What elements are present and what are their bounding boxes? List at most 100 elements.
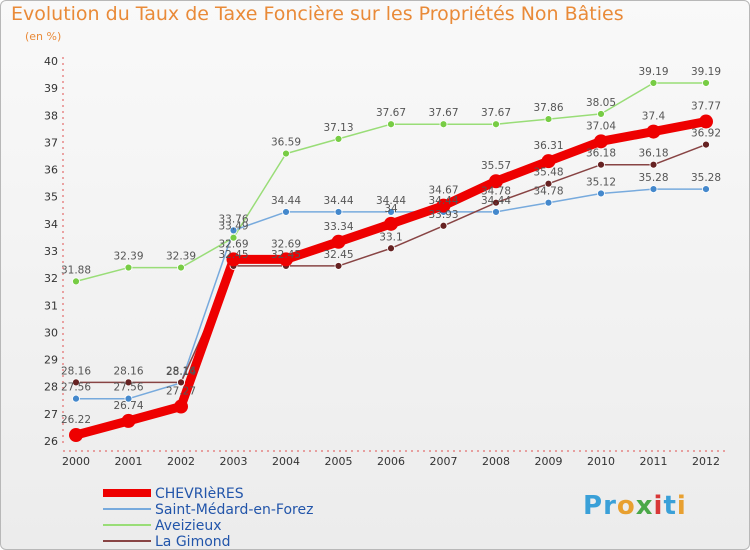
y-tick-label: 38: [44, 109, 58, 122]
y-tick-label: 27: [44, 408, 58, 421]
y-tick-label: 31: [44, 299, 58, 312]
y-tick-label: 26: [44, 435, 58, 448]
y-tick-label: 37: [44, 136, 58, 149]
data-label: 26.74: [113, 400, 143, 412]
data-label: 37.67: [481, 107, 511, 119]
data-point: [702, 79, 710, 87]
x-tick-label: 2009: [535, 455, 563, 468]
chart-title: Evolution du Taux de Taxe Foncière sur l…: [11, 3, 624, 25]
series-markers: [69, 79, 713, 443]
logo-letter: i: [653, 491, 664, 521]
data-point: [597, 110, 605, 118]
x-tick-label: 2005: [325, 455, 353, 468]
x-tick-label: 2008: [482, 455, 510, 468]
data-point: [649, 160, 658, 169]
data-label: 27.56: [113, 382, 143, 394]
data-label: 35.57: [481, 160, 511, 172]
data-point: [702, 185, 710, 194]
logo-letter: i: [676, 491, 687, 521]
data-point: [439, 120, 448, 129]
data-label: 35.12: [586, 176, 616, 188]
x-tick-label: 2007: [430, 455, 458, 468]
data-point: [72, 277, 80, 286]
data-point: [69, 428, 83, 443]
data-point: [177, 378, 185, 387]
legend-label: Aveizieux: [155, 518, 222, 534]
x-tick-label: 2004: [272, 455, 300, 468]
y-tick-label: 29: [44, 354, 58, 367]
data-point: [72, 394, 80, 403]
y-tick-label: 32: [44, 272, 58, 285]
data-point: [702, 140, 710, 149]
x-tick-label: 2011: [640, 455, 668, 468]
data-point: [597, 189, 605, 198]
data-label: 37.86: [533, 102, 563, 114]
data-label: 34.78: [481, 186, 511, 198]
data-label: 38.05: [586, 97, 616, 109]
data-point: [124, 263, 133, 272]
data-point: [174, 399, 188, 414]
data-label: 32.69: [218, 238, 248, 250]
data-label: 32.39: [113, 251, 143, 263]
data-label: 34.44: [271, 195, 301, 207]
y-tick-label: 33: [44, 245, 58, 258]
data-label: 37.67: [376, 107, 406, 119]
data-point: [492, 208, 500, 216]
data-label: 39.19: [638, 66, 668, 78]
data-label: 32.45: [218, 249, 248, 261]
x-tick-label: 2002: [167, 455, 195, 468]
y-tick-label: 34: [44, 218, 58, 231]
data-point: [649, 79, 658, 87]
data-point: [124, 394, 133, 403]
series-labels: 31.88 32.39 32.39 33.49 36.59 37.13 37.67 37.67…: [61, 66, 721, 426]
x-tick-label: 2003: [220, 455, 248, 468]
data-point: [544, 198, 553, 207]
data-label: 34.44: [323, 195, 353, 207]
data-point: [334, 208, 343, 216]
data-label: 34.44: [481, 195, 511, 207]
data-point: [439, 221, 448, 230]
data-point: [544, 115, 553, 123]
data-point: [489, 174, 503, 189]
data-label: 37.13: [323, 122, 353, 134]
data-label: 28.16: [166, 365, 196, 377]
data-label: 26.22: [61, 414, 91, 426]
data-label: 34.78: [533, 186, 563, 198]
data-label: 37.67: [428, 107, 458, 119]
y-tick-label: 36: [44, 164, 58, 177]
data-point: [541, 154, 556, 169]
data-label: 32.45: [323, 249, 353, 261]
data-label: 37.77: [691, 101, 721, 113]
data-point: [594, 134, 608, 149]
data-label: 36.31: [533, 140, 563, 152]
x-tick-label: 2006: [377, 455, 405, 468]
y-tick-label: 28: [44, 381, 58, 394]
data-point: [229, 226, 238, 235]
data-label: 35.28: [691, 172, 721, 184]
data-label: 32.69: [271, 238, 301, 250]
data-label: 35.48: [533, 167, 563, 179]
logo-letter: P: [583, 491, 604, 521]
data-point: [492, 120, 500, 129]
data-point: [544, 179, 553, 188]
legend-label: Saint-Médard-en-Forez: [155, 502, 313, 518]
data-label: 33.49: [218, 221, 248, 233]
data-point: [177, 263, 185, 272]
data-point: [387, 120, 395, 129]
legend-label: La Gimond: [155, 534, 231, 550]
data-point: [334, 134, 343, 143]
axes: 26 27 28 29 30 31 32 33 34 35 36 37 38 39 40 2000 2001 20…: [44, 55, 726, 468]
data-label: 36.18: [586, 148, 616, 160]
legend: CHEVRIèRESSaint-Médard-en-ForezAveizieux…: [103, 486, 313, 550]
y-tick-label: 30: [44, 326, 58, 339]
data-label: 34.44: [428, 195, 458, 207]
data-point: [72, 378, 80, 387]
data-point: [226, 252, 241, 267]
logo-letter: x: [635, 491, 654, 521]
data-label: 34: [384, 203, 398, 215]
data-label: 28.16: [61, 365, 91, 377]
logo-letter: o: [616, 491, 636, 521]
data-label: 39.19: [691, 66, 721, 78]
